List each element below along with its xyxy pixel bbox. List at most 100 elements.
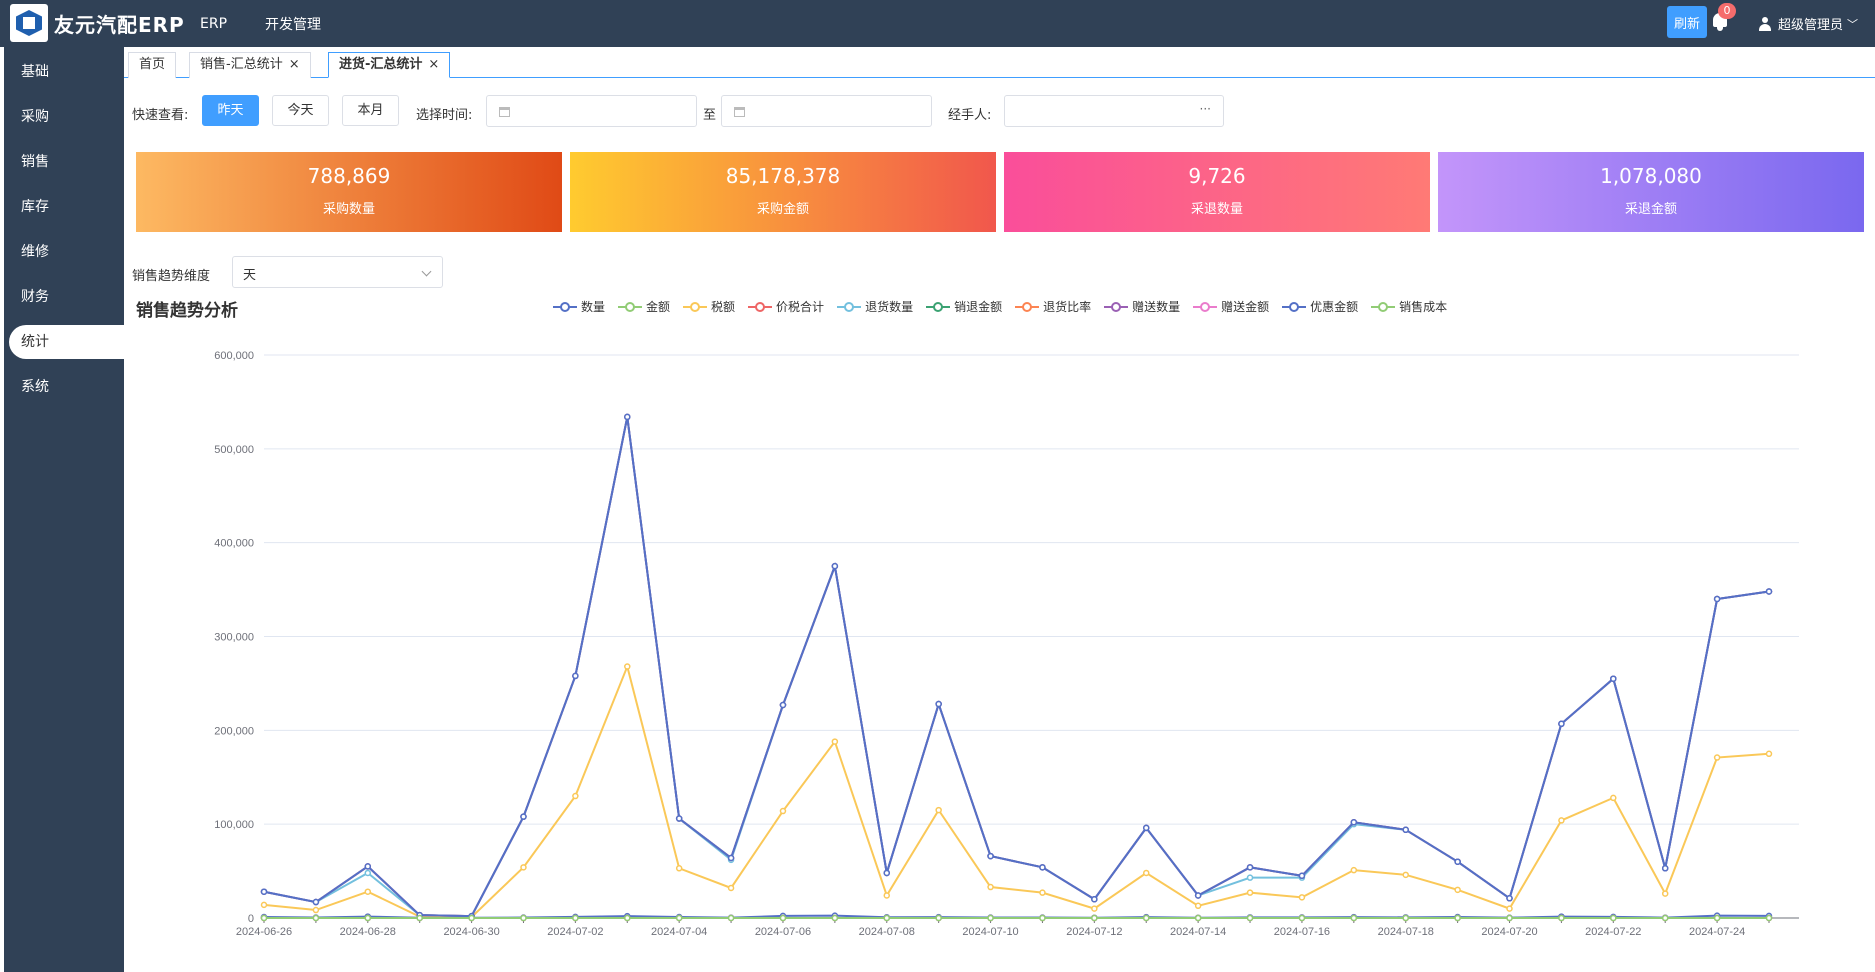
sidebar-item-statistics[interactable]: 统计	[9, 325, 124, 359]
yesterday-button[interactable]: 昨天	[202, 95, 259, 126]
card-label: 采退数量	[1190, 202, 1243, 217]
sidebar-item-repair[interactable]: 维修	[21, 244, 49, 260]
x-tick-label: 2024-07-20	[1481, 926, 1537, 938]
sidebar: 基础 采购 销售 库存 维修 财务 统计 系统	[4, 47, 124, 972]
legend-swatch	[1104, 301, 1129, 313]
sidebar-item-basic[interactable]: 基础	[21, 64, 49, 80]
sidebar-item-system[interactable]: 系统	[21, 379, 49, 395]
sidebar-item-sales[interactable]: 销售	[21, 154, 49, 170]
data-point	[1765, 750, 1773, 758]
data-point	[1765, 914, 1773, 922]
legend-item[interactable]: 数量	[553, 298, 605, 315]
data-point	[1194, 892, 1202, 899]
sidebar-item-inventory[interactable]: 库存	[21, 199, 49, 215]
data-point	[312, 906, 320, 914]
data-point	[883, 892, 891, 899]
data-point	[1246, 914, 1254, 922]
data-point	[987, 852, 994, 860]
legend-item[interactable]: 价税合计	[748, 298, 824, 315]
data-point	[1246, 889, 1254, 896]
notification-badge: 0	[1718, 3, 1736, 19]
legend-item[interactable]: 赠送数量	[1104, 298, 1180, 315]
data-point	[1350, 819, 1358, 826]
quick-view-label: 快速查看:	[132, 108, 189, 123]
data-point	[520, 914, 527, 922]
legend-swatch	[926, 301, 951, 313]
x-tick-label: 2024-06-28	[340, 926, 396, 938]
data-point	[364, 888, 372, 895]
data-point	[727, 914, 735, 922]
data-point	[312, 914, 320, 922]
card-return-quantity: 9,726 采退数量	[1004, 152, 1430, 232]
legend-item[interactable]: 销售成本	[1371, 298, 1447, 315]
card-label: 采购数量	[322, 202, 375, 217]
x-tick-label: 2024-07-08	[859, 926, 915, 938]
legend-item[interactable]: 销退金额	[926, 298, 1002, 315]
user-name: 超级管理员	[1778, 18, 1844, 33]
end-date-input[interactable]	[721, 95, 932, 127]
data-point	[1298, 914, 1306, 922]
refresh-button[interactable]: 刷新	[1667, 6, 1707, 38]
start-date-input[interactable]	[486, 95, 697, 127]
y-tick-label: 500,000	[214, 444, 254, 456]
select-time-label: 选择时间:	[416, 108, 473, 123]
trend-dimension-label: 销售趋势维度	[132, 269, 211, 284]
data-point	[416, 914, 423, 922]
data-point	[779, 807, 787, 815]
data-point	[675, 815, 683, 822]
legend-item[interactable]: 优惠金额	[1282, 298, 1358, 315]
data-point	[1298, 872, 1306, 880]
legend-item[interactable]: 赠送金额	[1193, 298, 1269, 315]
data-point	[779, 701, 787, 709]
data-point	[675, 914, 683, 922]
legend-item[interactable]: 退货比率	[1015, 298, 1091, 315]
data-point	[1350, 866, 1358, 874]
close-icon[interactable]: ×	[288, 57, 300, 72]
select-value: 天	[243, 268, 257, 283]
data-point	[1246, 874, 1254, 881]
legend-label: 退货比率	[1043, 300, 1092, 314]
x-tick-label: 2024-07-18	[1378, 926, 1434, 938]
legend-label: 销退金额	[954, 300, 1003, 314]
legend-item[interactable]: 金额	[618, 298, 670, 315]
data-point	[1454, 858, 1461, 865]
data-point	[1713, 914, 1721, 922]
user-menu[interactable]: 超级管理员 ﹀	[1758, 0, 1858, 47]
sidebar-item-finance[interactable]: 财务	[21, 289, 49, 305]
data-point	[831, 562, 839, 570]
trend-dimension-select[interactable]: 天	[232, 256, 443, 288]
data-point	[1661, 914, 1669, 922]
close-icon[interactable]: ×	[428, 57, 440, 72]
app-title: 友元汽配ERP	[54, 12, 185, 37]
data-point	[1713, 754, 1721, 761]
legend-item[interactable]: 退货数量	[837, 298, 913, 315]
legend-swatch	[683, 301, 708, 313]
legend-label: 赠送数量	[1132, 300, 1181, 314]
card-purchase-quantity: 788,869 采购数量	[136, 152, 562, 232]
tab-home[interactable]: 首页	[128, 52, 177, 78]
handler-label: 经手人:	[948, 108, 992, 123]
today-button[interactable]: 今天	[272, 95, 329, 126]
x-tick-label: 2024-07-12	[1066, 926, 1122, 938]
data-point	[1091, 895, 1098, 903]
data-point	[1454, 886, 1461, 894]
data-point	[1610, 675, 1617, 682]
topnav-item-dev[interactable]: 开发管理	[265, 16, 322, 33]
data-point	[1506, 905, 1513, 912]
tab-purchase-summary[interactable]: 进货-汇总统计 ×	[328, 52, 451, 78]
this-month-button[interactable]: 本月	[342, 95, 399, 126]
data-point	[624, 413, 631, 421]
more-icon[interactable]: ···	[1199, 102, 1211, 116]
legend-item[interactable]: 税额	[683, 298, 735, 315]
y-tick-label: 300,000	[214, 632, 254, 644]
sidebar-item-purchase[interactable]: 采购	[21, 109, 49, 125]
data-point	[1610, 914, 1617, 922]
app-logo[interactable]: 友元汽配ERP	[10, 4, 185, 42]
handler-input[interactable]: ···	[1004, 95, 1224, 127]
legend-label: 金额	[646, 300, 671, 314]
tab-sales-summary[interactable]: 销售-汇总统计 ×	[189, 52, 311, 78]
data-point	[520, 813, 527, 820]
legend-swatch	[748, 301, 773, 313]
topnav-item-erp[interactable]: ERP	[200, 15, 228, 32]
data-point	[935, 914, 942, 922]
